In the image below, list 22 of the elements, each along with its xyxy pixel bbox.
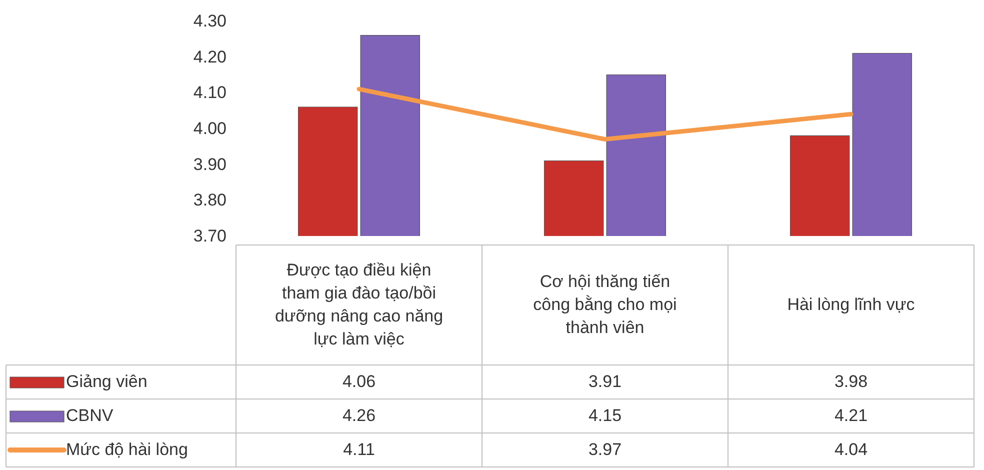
data-label: 4.26 [342,406,376,425]
y-tick-label: 3.80 [193,190,226,210]
data-label: 3.91 [588,372,622,391]
y-tick-label: 4.30 [193,12,226,30]
y-tick-label: 4.20 [193,47,226,66]
data-label: 4.06 [342,372,376,391]
y-tick-label: 3.90 [193,154,226,174]
x-tick-label: Hài lòng lĩnh vực [787,295,916,314]
legend-label: Mức độ hài lòng [66,440,188,459]
data-label: 4.21 [834,406,868,425]
legend-label: Giảng viên [66,372,148,391]
y-tick-label: 4.00 [193,119,226,138]
x-tick-label: Cơ hội thăng tiến công bằng cho mọi thành viên [533,272,677,337]
data-label: 3.98 [834,372,868,391]
legend-label: CBNV [66,406,114,425]
data-label: 4.11 [343,440,375,459]
data-label: 4.15 [588,406,622,425]
y-tick-label: 4.10 [193,83,226,102]
x-tick-label: Được tạo điều kiện tham gia đào tạo/bồi dưỡng nâng cao năng lực làm việc [274,260,444,348]
data-label: 3.97 [588,440,622,459]
data-label: 4.04 [834,440,868,459]
y-tick-label: 3.70 [193,226,226,246]
